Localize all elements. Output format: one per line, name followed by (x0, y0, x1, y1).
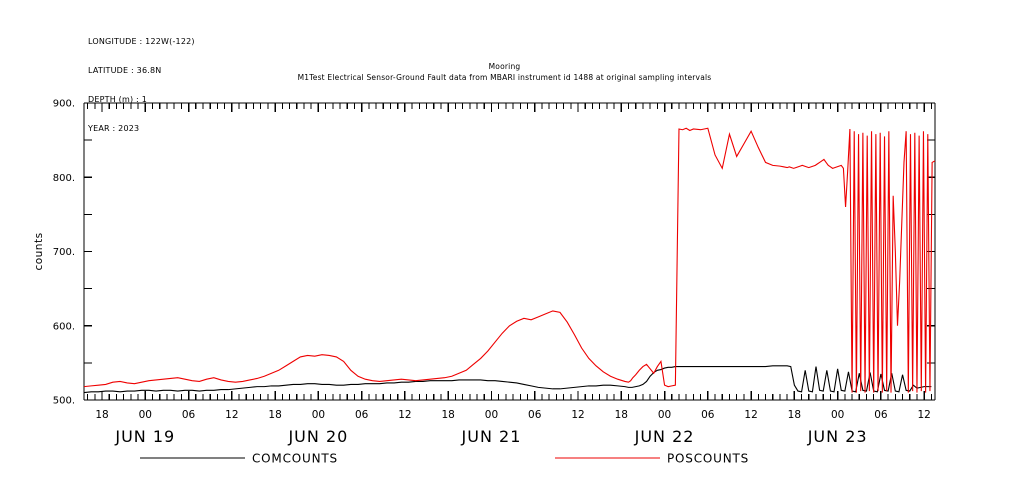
x-day-label: JUN 20 (287, 427, 348, 446)
y-axis-title: counts (33, 232, 45, 270)
chart-title: Mooring (488, 62, 521, 71)
x-tick-label: 12 (225, 409, 238, 421)
x-day-label: JUN 22 (634, 427, 695, 446)
x-day-label: JUN 21 (461, 427, 522, 446)
x-tick-label: 12 (398, 409, 411, 421)
x-day-label: JUN 19 (114, 427, 175, 446)
plot-axes (83, 102, 936, 401)
chart-subtitle: M1Test Electrical Sensor-Ground Fault da… (297, 73, 712, 82)
chart-legend: COMCOUNTS POSCOUNTS (140, 452, 749, 466)
x-tick-label: 00 (312, 409, 325, 421)
x-tick-label: 12 (917, 409, 930, 421)
station-metadata: LONGITUDE : 122W(-122) LATITUDE : 36.8N … (88, 18, 195, 143)
x-tick-label: 18 (615, 409, 628, 421)
metadata-longitude: LONGITUDE : 122W(-122) (88, 37, 195, 47)
metadata-depth: DEPTH (m) : 1 (88, 94, 147, 104)
metadata-year: YEAR : 2023 (88, 123, 140, 133)
x-tick-label: 18 (95, 409, 108, 421)
x-tick-label: 00 (139, 409, 152, 421)
y-tick-label: 800. (53, 173, 75, 184)
x-tick-label: 12 (744, 409, 757, 421)
metadata-latitude: LATITUDE : 36.8N (88, 65, 162, 75)
x-tick-label: 06 (355, 409, 369, 421)
series-line-comcounts (83, 365, 932, 394)
x-tick-label: 12 (571, 409, 584, 421)
y-tick-label: 600. (53, 321, 75, 332)
y-tick-label: 500. (53, 396, 75, 407)
series-line-poscounts (83, 127, 936, 393)
x-tick-label: 06 (182, 409, 196, 421)
y-tick-label: 700. (53, 247, 75, 258)
y-axis-title: counts (33, 232, 45, 270)
y-axis-labels: 500. 600. 700. 800. 900. (53, 99, 75, 407)
x-tick-label: 00 (831, 409, 844, 421)
x-tick-label: 00 (658, 409, 671, 421)
x-day-label: JUN 23 (807, 427, 868, 446)
data-series (83, 127, 936, 394)
y-tick-label: 900. (53, 99, 75, 110)
x-tick-label: 06 (528, 409, 542, 421)
x-tick-label: 00 (485, 409, 498, 421)
legend-label-poscounts: POSCOUNTS (667, 452, 749, 466)
x-tick-label: 06 (701, 409, 715, 421)
x-axis-day-labels: JUN 19 JUN 20 JUN 21 JUN 22 JUN 23 (114, 427, 868, 446)
x-axis-hour-labels: 18 00 06 12 18 00 06 12 18 00 06 12 18 00 06 12 18 00 06 12 (95, 409, 931, 421)
legend-label-comcounts: COMCOUNTS (252, 452, 338, 466)
chart-title-block: Mooring M1Test Electrical Sensor-Ground … (0, 62, 1009, 82)
x-tick-label: 18 (268, 409, 281, 421)
x-tick-label: 18 (442, 409, 455, 421)
x-tick-label: 06 (874, 409, 888, 421)
x-tick-label: 18 (788, 409, 801, 421)
axis-ticks (84, 102, 935, 401)
